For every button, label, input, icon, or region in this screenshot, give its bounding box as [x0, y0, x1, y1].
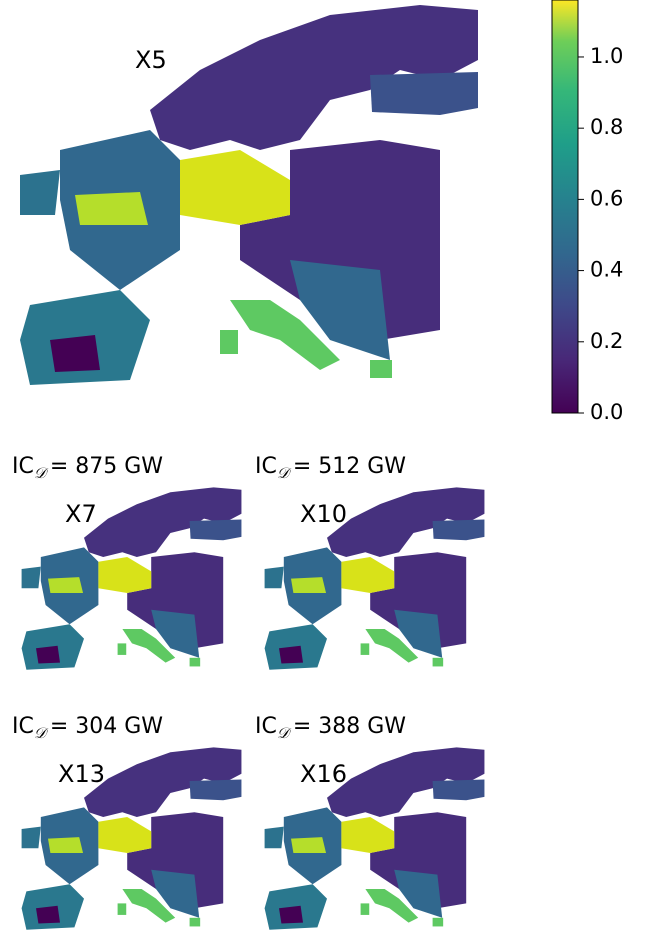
- caption: IC𝒟 = 875 GW: [12, 454, 163, 482]
- tick-label: 0.6: [590, 186, 623, 210]
- caption-rest: = 388 GW: [293, 714, 406, 739]
- map-label: X10: [300, 500, 347, 528]
- caption-rest: = 512 GW: [293, 454, 406, 479]
- caption-sub: 𝒟: [34, 464, 49, 482]
- tick-label: 0.4: [590, 258, 623, 282]
- tick-label: 0.0: [590, 400, 623, 424]
- tick-label: 1.0: [590, 44, 623, 68]
- map-label: X7: [65, 500, 97, 528]
- caption-sub: 𝒟: [34, 724, 49, 742]
- caption-rest: = 304 GW: [50, 714, 163, 739]
- map: X16 IC𝒟 = 388 GW: [255, 714, 485, 930]
- colorbar: [551, 0, 579, 414]
- map-shape: [264, 487, 485, 670]
- map-shape: [21, 747, 242, 930]
- map-label: X5: [135, 46, 167, 74]
- caption-prefix: IC: [255, 454, 277, 479]
- caption: IC𝒟 = 388 GW: [255, 714, 406, 742]
- map: X5: [20, 5, 478, 385]
- map-shape: [21, 487, 242, 670]
- caption-prefix: IC: [12, 454, 34, 479]
- caption-rest: = 875 GW: [50, 454, 163, 479]
- map-shape: [264, 747, 485, 930]
- tick-label: 0.2: [590, 329, 623, 353]
- caption-prefix: IC: [12, 714, 34, 739]
- caption-prefix: IC: [255, 714, 277, 739]
- map: X13 IC𝒟 = 304 GW: [12, 714, 242, 930]
- map-label: X13: [58, 760, 105, 788]
- colorbar-axis: 0.0 0.2 0.4 0.6 0.8 1.0: [578, 44, 623, 424]
- caption-sub: 𝒟: [277, 724, 292, 742]
- caption-sub: 𝒟: [277, 464, 292, 482]
- map-shape: [20, 5, 478, 385]
- map: X10 IC𝒟 = 512 GW: [255, 454, 485, 670]
- tick-label: 0.8: [590, 115, 623, 139]
- map: X7 IC𝒟 = 875 GW: [12, 454, 242, 670]
- map-label: X16: [300, 760, 347, 788]
- caption: IC𝒟 = 512 GW: [255, 454, 406, 482]
- caption: IC𝒟 = 304 GW: [12, 714, 163, 742]
